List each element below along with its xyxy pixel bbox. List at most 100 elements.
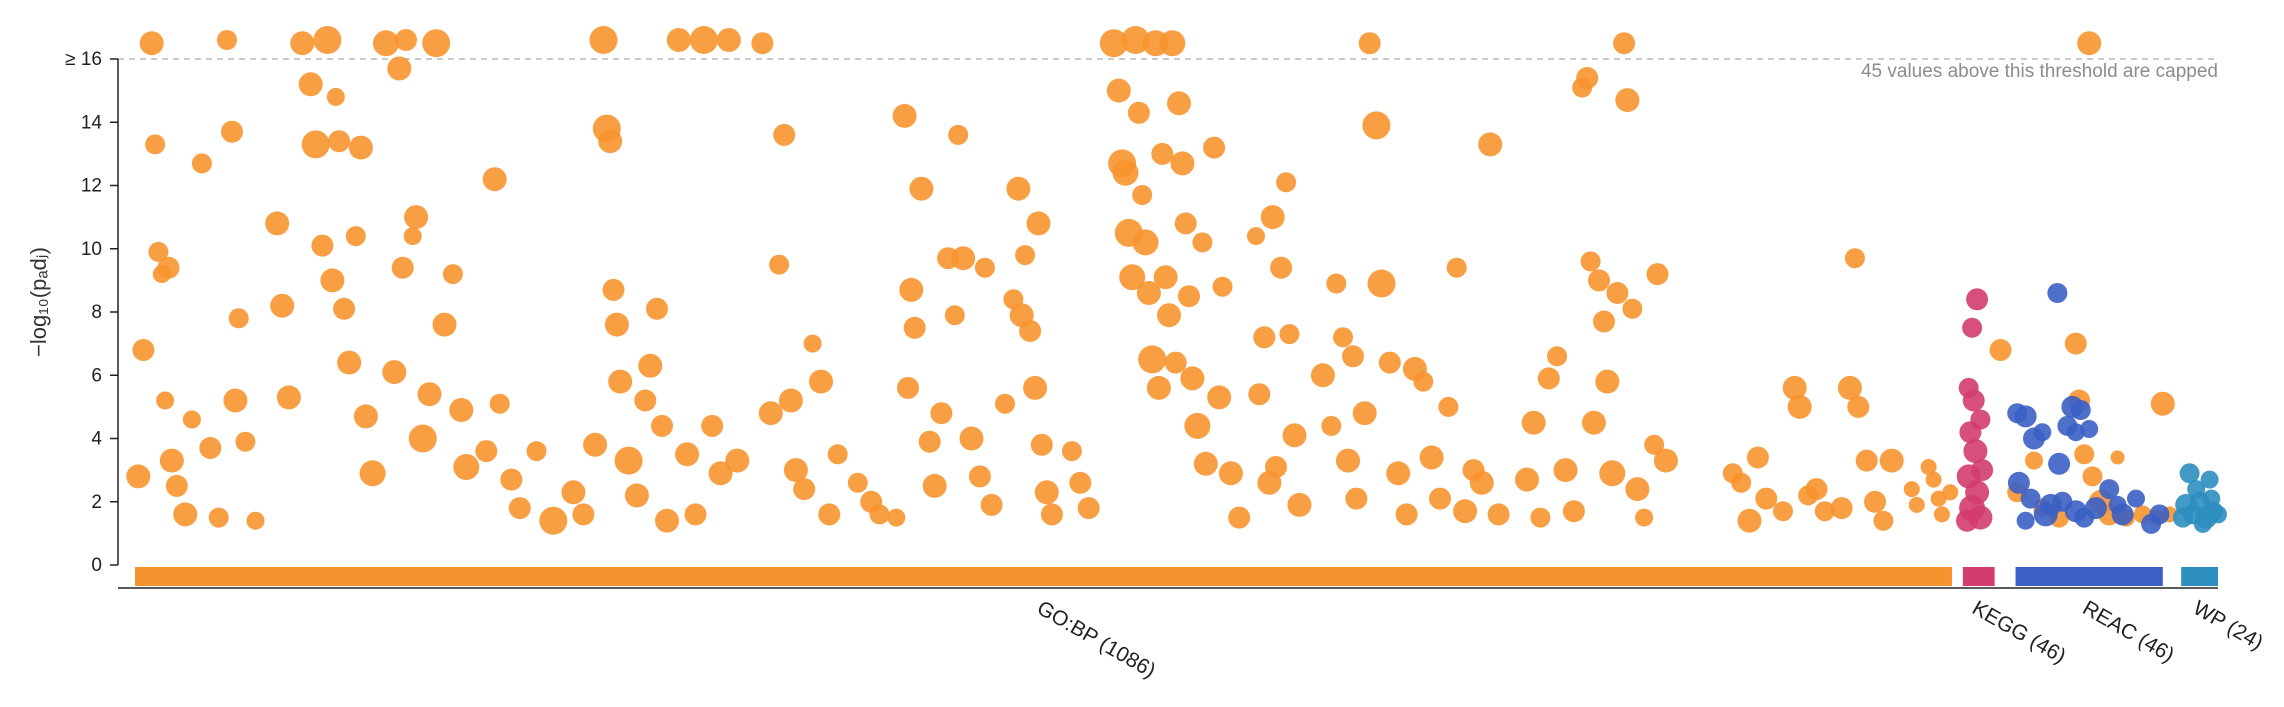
data-point-go-bp[interactable] (968, 465, 991, 488)
data-point-go-bp[interactable] (1438, 396, 1459, 417)
data-point-go-bp[interactable] (769, 254, 790, 275)
data-point-go-bp[interactable] (951, 246, 976, 271)
data-point-go-bp[interactable] (165, 474, 188, 497)
data-point-go-bp[interactable] (1930, 490, 1947, 507)
data-point-go-bp[interactable] (1588, 269, 1610, 292)
data-point-go-bp[interactable] (221, 120, 243, 143)
data-point-go-bp[interactable] (1132, 229, 1159, 256)
data-point-go-bp[interactable] (489, 393, 510, 414)
data-point-go-bp[interactable] (1933, 506, 1950, 523)
data-point-go-bp[interactable] (1453, 499, 1478, 524)
data-point-go-bp[interactable] (2110, 450, 2125, 465)
source-bar-reac[interactable] (2015, 567, 2163, 586)
data-point-go-bp[interactable] (909, 176, 934, 201)
data-point-go-bp[interactable] (1530, 507, 1551, 528)
data-point-go-bp[interactable] (1581, 410, 1606, 435)
data-point-reac[interactable] (2127, 489, 2145, 508)
data-point-go-bp[interactable] (1326, 273, 1347, 294)
data-point-go-bp[interactable] (1925, 471, 1942, 488)
data-point-go-bp[interactable] (655, 508, 679, 533)
data-point-go-bp[interactable] (561, 480, 586, 505)
data-point-go-bp[interactable] (1153, 265, 1178, 290)
data-point-go-bp[interactable] (1593, 310, 1615, 333)
data-point-go-bp[interactable] (1419, 445, 1444, 470)
data-point-go-bp[interactable] (1920, 459, 1937, 475)
data-point-go-bp[interactable] (1270, 256, 1293, 279)
data-point-go-bp[interactable] (980, 493, 1003, 516)
data-point-reac[interactable] (2070, 400, 2091, 420)
data-point-go-bp[interactable] (1077, 497, 1100, 520)
data-point-go-bp[interactable] (1487, 503, 1510, 526)
data-point-go-bp[interactable] (333, 297, 356, 320)
data-point-go-bp[interactable] (1855, 449, 1878, 472)
data-point-go-bp[interactable] (944, 305, 965, 326)
data-point-go-bp[interactable] (1814, 501, 1835, 522)
data-point-go-bp[interactable] (157, 256, 180, 279)
data-point-reac[interactable] (2108, 495, 2127, 514)
data-point-go-bp[interactable] (199, 437, 222, 459)
data-point-go-bp[interactable] (634, 389, 657, 412)
data-point-go-bp[interactable] (1287, 492, 1312, 517)
data-point-go-bp[interactable] (228, 308, 249, 329)
data-point-go-bp[interactable] (1989, 339, 2012, 361)
data-point-go-bp[interactable] (1253, 326, 1276, 349)
data-point-go-bp[interactable] (1469, 470, 1494, 495)
data-point-go-bp[interactable] (1805, 478, 1828, 501)
data-point-go-bp[interactable] (803, 334, 822, 353)
data-point-go-bp[interactable] (666, 28, 691, 52)
data-point-go-bp[interactable] (500, 468, 523, 491)
data-point-go-bp[interactable] (320, 268, 345, 293)
data-point-go-bp[interactable] (1260, 205, 1285, 230)
data-point-go-bp[interactable] (1830, 497, 1853, 520)
data-point-go-bp[interactable] (1446, 257, 1467, 278)
data-point-go-bp[interactable] (1576, 67, 1599, 89)
data-point-go-bp[interactable] (1265, 456, 1287, 478)
data-point-go-bp[interactable] (675, 442, 700, 467)
data-point-go-bp[interactable] (583, 432, 608, 457)
data-point-go-bp[interactable] (2064, 332, 2087, 355)
data-point-go-bp[interactable] (1282, 423, 1307, 448)
data-point-go-bp[interactable] (1006, 176, 1031, 201)
data-point-go-bp[interactable] (1180, 366, 1205, 391)
data-point-go-bp[interactable] (930, 402, 953, 425)
data-point-go-bp[interactable] (1119, 264, 1146, 291)
data-point-go-bp[interactable] (959, 426, 984, 451)
data-point-go-bp[interactable] (1019, 320, 1042, 342)
data-point-go-bp[interactable] (1755, 487, 1778, 510)
data-point-go-bp[interactable] (1879, 448, 1904, 473)
data-point-go-bp[interactable] (948, 124, 969, 145)
data-point-go-bp[interactable] (1358, 32, 1381, 55)
data-point-go-bp[interactable] (1178, 285, 1200, 308)
data-point-go-bp[interactable] (1279, 324, 1300, 345)
data-point-go-bp[interactable] (1613, 32, 1636, 55)
data-point-reac[interactable] (2007, 471, 2030, 494)
data-point-go-bp[interactable] (359, 460, 386, 487)
data-point-go-bp[interactable] (1136, 281, 1161, 305)
data-point-go-bp[interactable] (899, 277, 924, 302)
data-point-kegg[interactable] (1963, 439, 1988, 464)
data-point-go-bp[interactable] (453, 454, 480, 480)
data-point-go-bp[interactable] (235, 431, 256, 452)
data-point-go-bp[interactable] (217, 30, 237, 50)
data-point-go-bp[interactable] (2077, 31, 2102, 56)
data-point-wp[interactable] (2209, 505, 2227, 524)
data-point-go-bp[interactable] (1413, 371, 1434, 392)
data-point-go-bp[interactable] (684, 503, 707, 526)
data-point-wp[interactable] (2193, 514, 2212, 533)
data-point-go-bp[interactable] (897, 376, 919, 399)
data-point-go-bp[interactable] (382, 360, 407, 385)
data-point-go-bp[interactable] (869, 504, 890, 525)
data-point-go-bp[interactable] (1207, 385, 1232, 410)
data-point-go-bp[interactable] (1146, 375, 1171, 400)
data-point-go-bp[interactable] (651, 414, 673, 437)
data-point-go-bp[interactable] (132, 339, 155, 361)
data-point-go-bp[interactable] (2074, 444, 2095, 465)
data-point-go-bp[interactable] (1184, 412, 1211, 439)
data-point-go-bp[interactable] (708, 461, 733, 486)
data-point-go-bp[interactable] (995, 393, 1015, 414)
data-point-go-bp[interactable] (353, 404, 378, 429)
data-point-go-bp[interactable] (1167, 91, 1191, 116)
data-point-go-bp[interactable] (1218, 461, 1243, 486)
data-point-go-bp[interactable] (589, 26, 618, 54)
data-point-go-bp[interactable] (1644, 434, 1665, 455)
